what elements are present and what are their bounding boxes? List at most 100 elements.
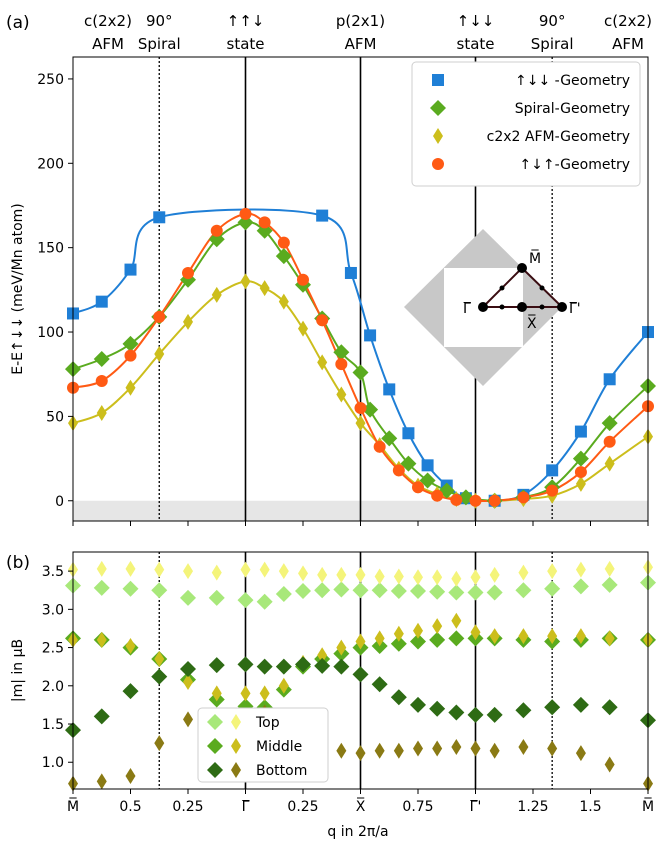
- magnetic-moment-point: [572, 578, 589, 595]
- inset-x-point: [517, 302, 527, 312]
- magnetic-moment-point: [544, 699, 561, 716]
- data-point: [400, 455, 417, 472]
- data-point: [335, 358, 348, 371]
- panel-b-y-label: |m| in μB: [10, 639, 26, 702]
- b-xtick-label: 0.25: [287, 799, 318, 815]
- a-ytick-label: 0: [55, 494, 64, 510]
- a-ytick-label: 150: [37, 241, 64, 257]
- magnetic-moment-point: [390, 635, 407, 652]
- data-point: [317, 354, 328, 371]
- magnetic-moment-point: [355, 745, 366, 762]
- magnetic-moment-point: [122, 580, 139, 597]
- magnetic-moment-point: [336, 742, 347, 759]
- inset-dot: [539, 285, 545, 291]
- magnetic-moment-point: [518, 738, 529, 755]
- magnetic-moment-point: [413, 569, 423, 586]
- b-xtick-label: X̅: [356, 797, 366, 815]
- magnetic-moment-point: [211, 564, 222, 581]
- top-label-line2: state: [227, 35, 265, 53]
- legend-b-marker: [207, 738, 223, 754]
- data-point: [546, 484, 559, 497]
- a-x-ticks: [72, 521, 649, 526]
- data-point: [419, 472, 436, 489]
- inset-gamma-prime-point: [557, 302, 567, 312]
- data-point: [344, 266, 357, 279]
- magnetic-moment-point: [451, 738, 462, 755]
- legend-label: ↑↓↓ -Geometry: [515, 73, 630, 89]
- magnetic-moment-point: [604, 756, 615, 773]
- data-point: [153, 310, 166, 323]
- magnetic-moment-point: [547, 628, 558, 645]
- data-point: [546, 464, 559, 477]
- magnetic-moment-point: [470, 569, 481, 586]
- magnetic-moment-point: [390, 582, 407, 599]
- data-point: [362, 401, 379, 418]
- panel-b-label: (b): [6, 553, 30, 573]
- top-label-line1: 90°: [539, 12, 566, 30]
- inset-label-m: M̅: [529, 249, 541, 267]
- magnetic-moment-point: [125, 560, 136, 577]
- magnetic-moment-point: [96, 560, 107, 577]
- legend-a-box: [411, 61, 641, 187]
- b-xtick-label: 0.5: [119, 799, 141, 815]
- magnetic-moment-point: [390, 689, 407, 706]
- data-point: [316, 314, 329, 327]
- inset-label-gamma-prime: Γ̅': [569, 301, 581, 317]
- data-point: [488, 494, 501, 507]
- magnetic-moment-point: [413, 622, 423, 639]
- magnetic-moment-point: [393, 742, 404, 759]
- magnetic-moment-point: [575, 561, 586, 578]
- data-point: [182, 266, 194, 279]
- data-point: [364, 329, 377, 342]
- data-point: [275, 248, 292, 265]
- panel-a-y-label: E-E↑↓↓ (meV/Mn atom): [10, 203, 26, 375]
- data-point: [336, 386, 347, 403]
- top-label-line2: state: [457, 35, 495, 53]
- magnetic-moment-point: [96, 773, 107, 790]
- magnetic-moment-point: [295, 582, 311, 599]
- magnetic-moment-point: [604, 560, 615, 577]
- data-point: [96, 405, 107, 422]
- data-point: [333, 344, 350, 361]
- data-point: [124, 349, 137, 362]
- magnetic-moment-point: [333, 658, 350, 675]
- data-point: [210, 224, 223, 237]
- data-point: [572, 450, 589, 467]
- top-state-labels: c(2x2) AFM 90° Spiral ↑↑↓ state p(2x1) AFM ↑↓↓ st…: [84, 12, 652, 53]
- magnetic-moment-point: [432, 740, 443, 757]
- b-ytick-label: 3.0: [42, 602, 64, 618]
- magnetic-moment-point: [93, 579, 110, 596]
- legend-label: c2x2 AFM-Geometry: [487, 129, 630, 145]
- b-xtick-label: Γ̅: [241, 799, 250, 815]
- legend-b-marker: [231, 738, 241, 754]
- b-ytick-label: 2.5: [42, 641, 64, 657]
- legend-b-marker: [231, 714, 241, 730]
- top-label-line1: c(2x2): [604, 12, 652, 30]
- brillouin-zone-inset: M̅ Γ̅ X̅ Γ̅': [404, 229, 581, 386]
- data-point: [402, 427, 415, 440]
- magnetic-moment-point: [486, 706, 503, 723]
- magnetic-moment-point: [448, 584, 465, 601]
- magnetic-moment-point: [371, 582, 388, 599]
- legend-b-marker: [207, 762, 223, 778]
- magnetic-moment-point: [355, 566, 366, 583]
- data-point: [383, 383, 396, 396]
- magnetic-moment-point: [180, 589, 196, 606]
- magnetic-moment-point: [240, 685, 251, 702]
- b-xtick-label: 0.75: [402, 799, 433, 815]
- data-point: [122, 335, 139, 352]
- magnetic-moment-point: [208, 657, 225, 674]
- data-point: [95, 295, 108, 308]
- magnetic-moment-point: [410, 633, 426, 650]
- legend-marker: [430, 100, 446, 116]
- magnetic-moment-point: [240, 561, 251, 578]
- top-label-line2: AFM: [345, 35, 377, 53]
- magnetic-moment-point: [572, 696, 589, 713]
- data-point: [603, 373, 616, 386]
- magnetic-moment-point: [208, 589, 225, 606]
- data-point: [240, 273, 251, 290]
- a-ytick-label: 200: [37, 156, 64, 172]
- magnetic-moment-point: [432, 569, 443, 586]
- magnetic-moment-point: [211, 685, 222, 702]
- data-point: [125, 379, 136, 396]
